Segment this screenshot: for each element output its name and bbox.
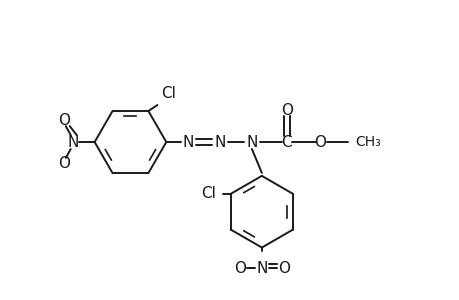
Text: O: O [234,261,246,276]
Text: C: C [281,134,291,149]
Text: Cl: Cl [161,86,176,101]
Text: O: O [58,112,70,128]
Text: N: N [256,261,267,276]
Text: N: N [67,134,78,149]
Text: O: O [314,134,326,149]
Text: Cl: Cl [201,186,215,201]
Text: O: O [277,261,289,276]
Text: N: N [214,134,225,149]
Text: O: O [58,156,70,171]
Text: N: N [246,134,257,149]
Text: CH₃: CH₃ [355,135,381,149]
Text: N: N [182,134,193,149]
Text: O: O [280,103,292,118]
